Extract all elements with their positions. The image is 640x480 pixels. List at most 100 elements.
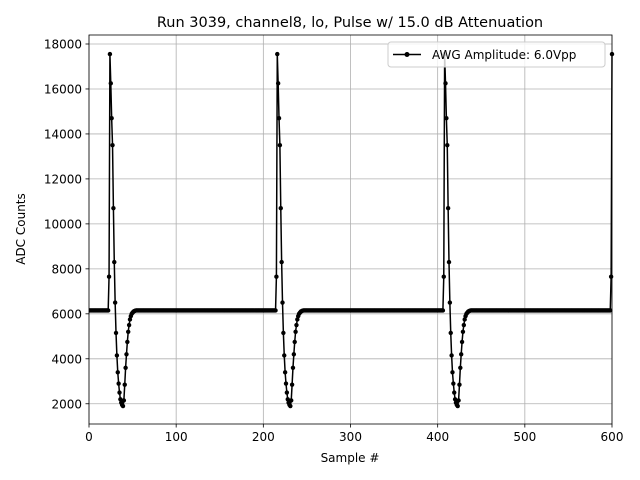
data-point bbox=[109, 116, 114, 121]
y-tick-label: 8000 bbox=[51, 262, 82, 276]
data-point bbox=[273, 308, 278, 313]
data-point bbox=[444, 116, 449, 121]
data-point bbox=[289, 382, 295, 387]
data-point bbox=[275, 51, 280, 57]
data-point bbox=[445, 142, 450, 148]
data-point bbox=[461, 322, 467, 328]
data-point bbox=[282, 353, 287, 358]
y-tick-label: 10000 bbox=[44, 217, 82, 231]
data-point bbox=[121, 398, 127, 403]
x-axis-label: Sample # bbox=[321, 451, 380, 465]
x-tick-label: 300 bbox=[339, 430, 362, 444]
data-point bbox=[441, 274, 446, 279]
data-point bbox=[290, 365, 296, 370]
x-tick-label: 500 bbox=[513, 430, 536, 444]
data-point bbox=[459, 339, 465, 345]
data-point bbox=[123, 365, 128, 370]
x-tick-label: 400 bbox=[426, 430, 449, 444]
data-point bbox=[608, 308, 613, 313]
data-point bbox=[281, 330, 286, 336]
y-tick-label: 12000 bbox=[44, 172, 82, 186]
y-tick-label: 18000 bbox=[44, 37, 82, 51]
data-point bbox=[457, 382, 462, 387]
data-point bbox=[451, 381, 456, 386]
data-point bbox=[106, 274, 112, 279]
legend: AWG Amplitude: 6.0Vpp bbox=[387, 41, 606, 68]
data-point bbox=[277, 142, 283, 148]
data-point bbox=[111, 205, 116, 211]
data-point bbox=[456, 398, 461, 403]
data-point bbox=[282, 370, 288, 375]
data-point bbox=[445, 205, 451, 211]
data-point bbox=[294, 322, 299, 328]
data-point bbox=[292, 339, 297, 345]
data-point bbox=[443, 81, 448, 86]
data-point bbox=[285, 397, 290, 402]
y-tick-label: 14000 bbox=[44, 127, 82, 141]
data-point bbox=[107, 51, 113, 57]
data-point bbox=[113, 330, 119, 336]
data-point bbox=[448, 330, 453, 336]
x-tick-label: 100 bbox=[165, 430, 188, 444]
data-point bbox=[114, 353, 120, 358]
data-point bbox=[117, 390, 122, 395]
data-point bbox=[120, 403, 126, 409]
data-point bbox=[462, 317, 467, 322]
y-tick-label: 16000 bbox=[44, 82, 82, 96]
data-point bbox=[295, 317, 300, 322]
axes: 0 100 200 300 400 500 600 2000 4000 6000 8000 10000… bbox=[44, 34, 624, 444]
data-point bbox=[112, 300, 118, 305]
data-point bbox=[112, 259, 117, 265]
data-point bbox=[289, 398, 294, 403]
data-point bbox=[115, 370, 120, 375]
data-point bbox=[126, 322, 132, 328]
legend-box bbox=[387, 41, 606, 68]
data-point bbox=[283, 381, 289, 386]
data-point bbox=[278, 205, 283, 211]
data-point bbox=[280, 300, 285, 305]
data-point bbox=[460, 329, 466, 335]
y-tick-label: 6000 bbox=[51, 307, 82, 321]
data-point bbox=[288, 403, 293, 409]
y-tick-label: 2000 bbox=[51, 397, 82, 411]
data-point bbox=[105, 308, 111, 313]
data-point bbox=[110, 142, 115, 148]
data-point bbox=[291, 352, 297, 357]
data-point bbox=[293, 329, 298, 335]
data-point bbox=[124, 352, 129, 357]
series-group bbox=[89, 51, 615, 409]
grid bbox=[88, 35, 613, 424]
data-point bbox=[447, 300, 453, 305]
y-tick-label: 4000 bbox=[51, 352, 82, 366]
data-point bbox=[455, 403, 460, 409]
data-point bbox=[450, 370, 455, 375]
data-point bbox=[608, 274, 614, 279]
data-point bbox=[458, 365, 463, 370]
data-point bbox=[449, 353, 454, 358]
data-point bbox=[118, 397, 123, 402]
legend-label: AWG Amplitude: 6.0Vpp bbox=[432, 48, 576, 62]
plot-frame bbox=[88, 34, 613, 425]
data-point bbox=[276, 116, 282, 121]
data-point bbox=[116, 381, 121, 386]
legend-marker-swatch bbox=[404, 52, 410, 57]
data-point bbox=[126, 329, 131, 335]
data-point bbox=[127, 317, 133, 322]
y-axis-label: ADC Counts bbox=[14, 193, 28, 265]
data-point bbox=[108, 81, 113, 86]
data-point bbox=[279, 259, 284, 265]
x-tick-label: 200 bbox=[252, 430, 275, 444]
data-point bbox=[274, 274, 279, 279]
data-point bbox=[122, 382, 127, 387]
data-point bbox=[125, 339, 130, 345]
data-point bbox=[446, 259, 452, 265]
data-point bbox=[452, 390, 457, 395]
x-tick-label: 600 bbox=[601, 430, 624, 444]
x-tick-label: 0 bbox=[85, 430, 93, 444]
data-point bbox=[275, 81, 281, 86]
data-point bbox=[452, 397, 458, 402]
data-point bbox=[459, 352, 464, 357]
data-point bbox=[440, 308, 446, 313]
data-point bbox=[284, 390, 290, 395]
